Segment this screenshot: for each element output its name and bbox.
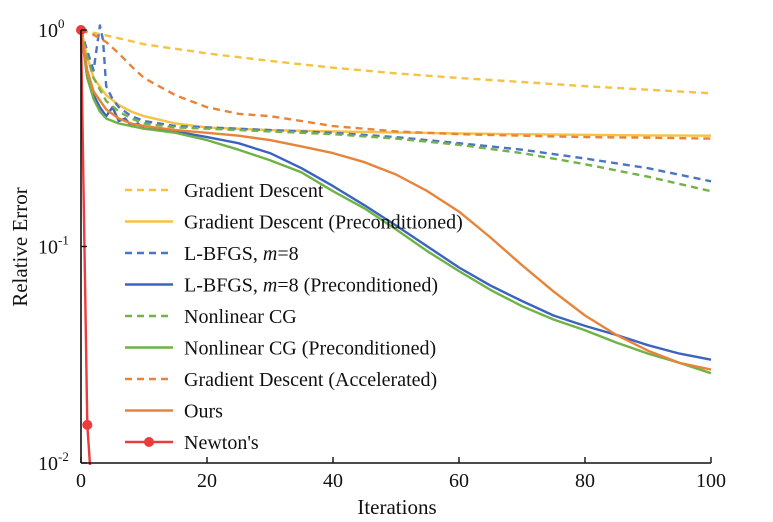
x-tick-label: 40 (323, 470, 343, 492)
legend-label-nonlinear-cg-preconditioned: Nonlinear CG (Preconditioned) (184, 338, 436, 360)
legend: Gradient Descent Gradient Descent (Precon… (125, 180, 463, 454)
axes (80, 30, 711, 464)
y-tick-label: 10-1 (38, 233, 69, 259)
series-layer (76, 24, 712, 465)
y-tick-label: 10-2 (38, 449, 69, 475)
series-line-newton-s (79, 29, 92, 465)
x-tick-label: 100 (696, 470, 726, 492)
legend-label-nonlinear-cg: Nonlinear CG (184, 306, 297, 328)
series-line-gradient-descent (80, 28, 712, 95)
x-tick-label: 0 (76, 470, 86, 492)
tick-labels: 0 20 40 60 80 100 100 10-1 10-2 (38, 16, 726, 492)
series-line-nonlinear-cg-preconditioned (79, 29, 712, 375)
series-line-l-bfgs-m-8 (79, 24, 712, 183)
legend-label-l-bfgs-m-8: L-BFGS, m=8 (184, 243, 299, 265)
x-axis-title: Iterations (357, 495, 436, 519)
legend-label-gradient-descent-accelerated: Gradient Descent (Accelerated) (184, 369, 437, 391)
legend-label-gradient-descent: Gradient Descent (184, 180, 324, 202)
series-line-ours (79, 29, 712, 371)
series-point-newton-s (82, 419, 93, 430)
legend-marker-newton-s (144, 437, 154, 447)
y-axis-title: Relative Error (8, 187, 32, 307)
x-tick-label: 60 (449, 470, 469, 492)
legend-label-gradient-descent-preconditioned: Gradient Descent (Preconditioned) (184, 212, 463, 234)
legend-label-ours: Ours (184, 401, 223, 423)
y-tick-label: 100 (38, 16, 65, 42)
series-line-gradient-descent-preconditioned (79, 29, 712, 137)
series-line-gradient-descent-accelerated (80, 28, 712, 140)
series-line-nonlinear-cg (79, 29, 712, 193)
legend-label-newton-s: Newton's (184, 432, 259, 454)
x-tick-label: 80 (575, 470, 595, 492)
x-tick-label: 20 (197, 470, 217, 492)
legend-label-l-bfgs-m-8-preconditioned: L-BFGS, m=8 (Preconditioned) (184, 275, 438, 297)
series-line-l-bfgs-m-8-preconditioned (79, 29, 712, 361)
